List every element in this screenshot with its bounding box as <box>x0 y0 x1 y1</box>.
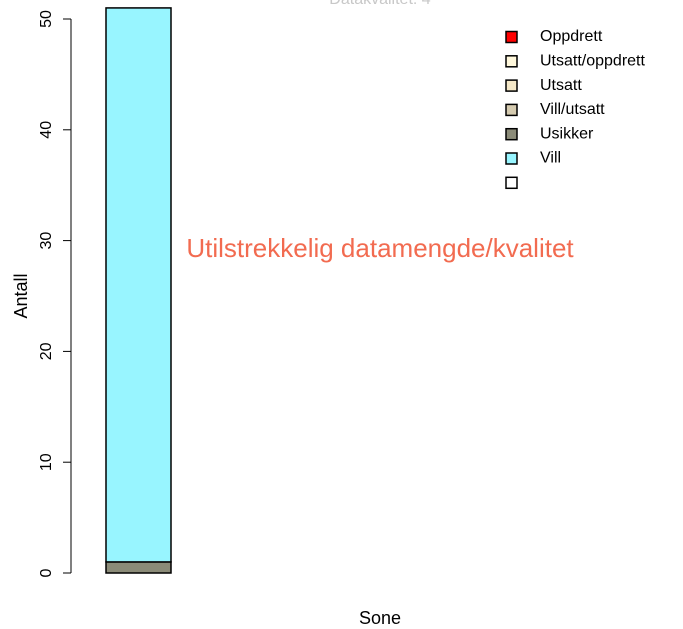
bar-segment <box>105 7 172 563</box>
legend-label: Vill/utsatt <box>540 101 605 118</box>
y-tick-label: 10 <box>38 453 55 471</box>
legend-swatch <box>505 30 518 44</box>
x-axis-label: Sone <box>359 608 401 628</box>
legend-swatch <box>505 79 518 92</box>
legend-label: Utsatt <box>540 77 582 94</box>
y-axis-label: Antall <box>11 273 31 318</box>
legend-swatch <box>505 55 518 68</box>
chart-title: Datakvalitet: 4 <box>329 0 430 8</box>
legend-label: Oppdrett <box>540 28 603 45</box>
y-tick-label: 50 <box>38 10 55 28</box>
bar-segment <box>105 561 172 574</box>
y-tick-label: 20 <box>38 342 55 360</box>
legend-swatch <box>505 103 518 117</box>
y-tick-label: 0 <box>38 568 55 577</box>
legend-swatch <box>505 127 518 141</box>
legend-swatch <box>505 176 518 190</box>
legend-swatch <box>505 152 518 165</box>
legend-label: Vill <box>540 150 561 167</box>
legend-label: Utsatt/oppdrett <box>540 53 646 70</box>
legend-label: Usikker <box>540 125 594 142</box>
y-tick-label: 30 <box>38 232 55 250</box>
annotation: Utilstrekkelig datamengde/kvalitet <box>186 233 574 263</box>
y-tick-label: 40 <box>38 121 55 139</box>
